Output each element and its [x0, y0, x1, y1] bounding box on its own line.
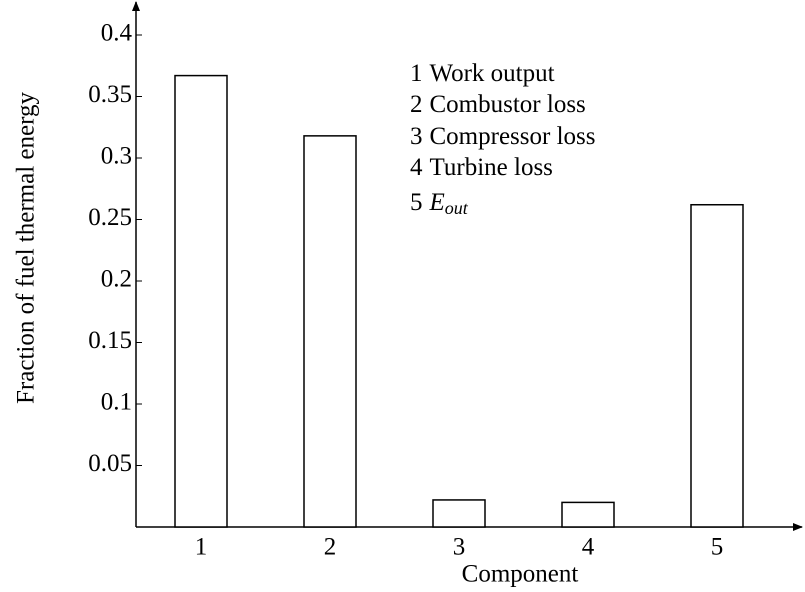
y-tick-label: 0.25 [88, 204, 132, 231]
legend-entry: 3 Compressor loss [410, 123, 595, 150]
legend-key: 3 [410, 123, 423, 150]
x-tick-label: 1 [195, 534, 208, 561]
legend-key: 5 [410, 189, 423, 216]
x-tick-label: 4 [582, 534, 595, 561]
y-tick-label: 0.2 [101, 266, 132, 293]
x-tick-label: 3 [453, 534, 466, 561]
bar [690, 203, 744, 528]
y-axis-label: Fraction of fuel thermal energy [13, 92, 40, 404]
y-tick-label: 0.4 [101, 20, 133, 47]
y-tick-label: 0.05 [88, 450, 132, 477]
legend-key: 2 [410, 91, 423, 118]
legend-text: Compressor loss [430, 123, 596, 150]
y-tick-label: 0.35 [88, 81, 132, 108]
bar [303, 135, 357, 528]
legend-entry: 1 Work output [410, 60, 555, 87]
legend-text: Turbine loss [430, 154, 553, 181]
legend-entry: 4 Turbine loss [410, 154, 553, 181]
legend-text: Combustor loss [430, 91, 586, 118]
bar [432, 499, 486, 528]
legend-sub: out [445, 198, 469, 218]
y-tick-label: 0.1 [101, 389, 132, 416]
x-axis-label: Component [462, 561, 579, 588]
legend-text: E [429, 189, 445, 216]
bar [561, 501, 615, 528]
x-tick-label: 2 [324, 534, 337, 561]
legend-text: Work output [430, 60, 555, 87]
legend-key: 4 [410, 154, 423, 181]
bar [174, 74, 228, 528]
y-tick-label: 0.15 [88, 327, 132, 354]
y-tick-label: 0.3 [101, 143, 132, 170]
legend-key: 1 [410, 60, 423, 87]
x-tick-label: 5 [711, 534, 724, 561]
legend-entry: 5 Eout [410, 189, 469, 218]
legend-entry: 2 Combustor loss [410, 91, 586, 118]
